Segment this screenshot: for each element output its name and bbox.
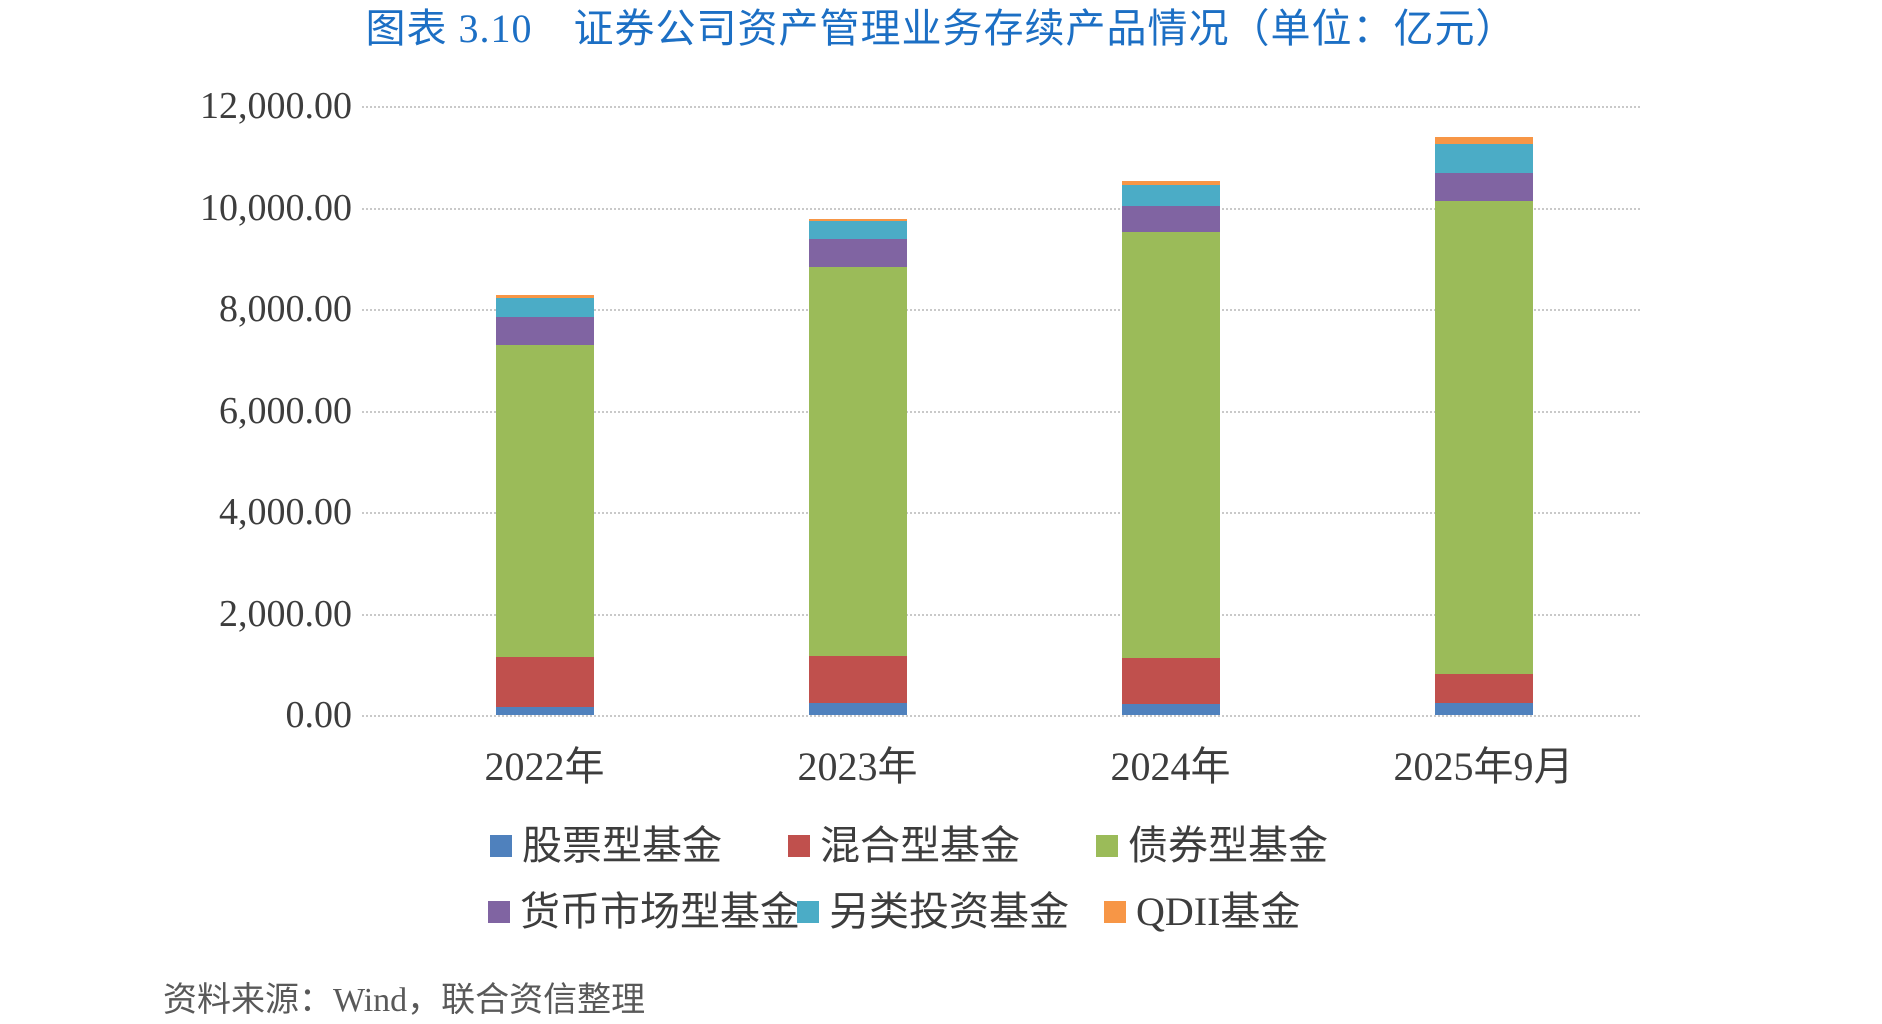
chart-title: 图表 3.10 证券公司资产管理业务存续产品情况（单位：亿元） [365, 6, 1517, 51]
legend-swatch [788, 835, 810, 857]
legend-item-货币市场型基金: 货币市场型基金 [488, 888, 800, 936]
legend-label: 另类投资基金 [829, 889, 1069, 934]
legend-label: 混合型基金 [820, 823, 1020, 868]
legend-label: 股票型基金 [522, 823, 722, 868]
x-tick-label: 2022年 [484, 744, 605, 789]
legend-label: 货币市场型基金 [520, 889, 800, 934]
gridline [362, 613, 1640, 616]
y-tick-label: 12,000.00 [200, 85, 352, 127]
bar-segment-QDII基金-2022年 [495, 294, 594, 298]
legend-item-混合型基金: 混合型基金 [788, 822, 1020, 870]
bar-segment-股票型基金-2025年9月 [1434, 703, 1533, 715]
y-tick-label: 6,000.00 [219, 389, 352, 432]
gridline [362, 106, 1640, 108]
legend-label: 债券型基金 [1128, 823, 1328, 868]
legend-swatch [488, 901, 510, 923]
legend-item-QDII基金: QDII基金 [1104, 888, 1300, 936]
bar-segment-货币市场型基金-2022年 [495, 316, 594, 346]
y-tick-label: 4,000.00 [219, 491, 352, 533]
gridline [362, 715, 1640, 717]
legend-swatch [797, 901, 819, 923]
legend-swatch [490, 835, 512, 857]
bar-segment-货币市场型基金-2023年 [808, 239, 907, 268]
y-tick-label: 0.00 [285, 694, 353, 736]
bar-segment-股票型基金-2023年 [808, 703, 907, 715]
legend-swatch [1096, 835, 1118, 857]
bar-segment-混合型基金-2022年 [495, 656, 594, 707]
gridline [362, 309, 1640, 311]
bar-segment-货币市场型基金-2024年 [1121, 205, 1220, 233]
bar-segment-混合型基金-2023年 [808, 656, 907, 704]
y-tick-label: 10,000.00 [200, 186, 352, 229]
bar-segment-货币市场型基金-2025年9月 [1434, 172, 1533, 201]
bar-segment-QDII基金-2024年 [1121, 180, 1220, 185]
bar-segment-另类投资基金-2023年 [808, 221, 907, 240]
bar-segment-债券型基金-2022年 [495, 345, 594, 657]
bar-segment-债券型基金-2025年9月 [1434, 200, 1533, 674]
bar-segment-股票型基金-2022年 [495, 706, 594, 715]
bar-segment-QDII基金-2025年9月 [1434, 136, 1533, 145]
x-tick-label: 2025年9月 [1393, 744, 1574, 789]
bar-segment-债券型基金-2023年 [808, 267, 907, 657]
source-note: 资料来源：Wind，联合资信整理 [163, 982, 646, 1019]
x-tick-label: 2024年 [1110, 744, 1231, 789]
y-tick-label: 2,000.00 [219, 592, 352, 635]
legend-item-另类投资基金: 另类投资基金 [797, 888, 1069, 936]
bar-segment-混合型基金-2024年 [1121, 657, 1220, 705]
legend-item-股票型基金: 股票型基金 [490, 822, 722, 870]
bar-segment-另类投资基金-2024年 [1121, 184, 1220, 206]
legend-swatch [1104, 901, 1126, 923]
x-tick-label: 2023年 [797, 744, 918, 789]
y-tick-label: 8,000.00 [219, 288, 352, 330]
gridline [362, 207, 1640, 210]
legend-label: QDII基金 [1136, 889, 1301, 934]
legend-item-债券型基金: 债券型基金 [1096, 822, 1328, 870]
bar-segment-另类投资基金-2025年9月 [1434, 144, 1533, 173]
bar-segment-股票型基金-2024年 [1121, 704, 1220, 715]
gridline [362, 410, 1640, 413]
bar-segment-混合型基金-2025年9月 [1434, 673, 1533, 704]
bar-segment-债券型基金-2024年 [1121, 232, 1220, 658]
bar-segment-QDII基金-2023年 [808, 218, 907, 222]
bar-segment-另类投资基金-2022年 [495, 297, 594, 317]
gridline [362, 512, 1640, 514]
